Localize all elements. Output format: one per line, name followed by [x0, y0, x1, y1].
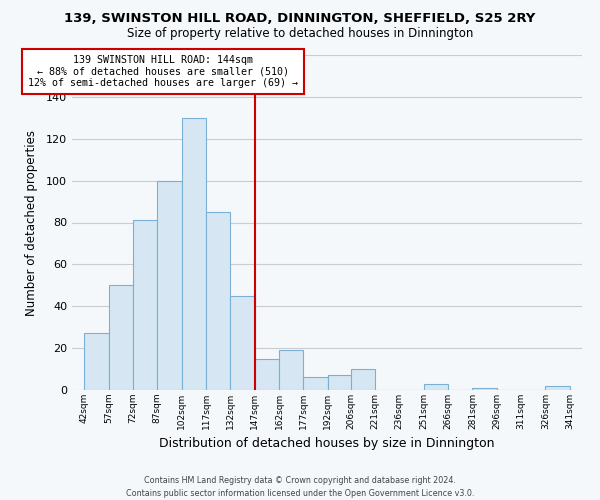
Bar	[255, 358, 279, 390]
Bar	[472, 388, 497, 390]
Bar	[350, 369, 375, 390]
Text: Contains HM Land Registry data © Crown copyright and database right 2024.
Contai: Contains HM Land Registry data © Crown c…	[126, 476, 474, 498]
Bar	[279, 350, 304, 390]
Bar	[206, 212, 230, 390]
Bar	[230, 296, 255, 390]
Text: 139 SWINSTON HILL ROAD: 144sqm
← 88% of detached houses are smaller (510)
12% of: 139 SWINSTON HILL ROAD: 144sqm ← 88% of …	[28, 55, 298, 88]
Bar	[133, 220, 157, 390]
Y-axis label: Number of detached properties: Number of detached properties	[25, 130, 38, 316]
Bar	[304, 378, 328, 390]
X-axis label: Distribution of detached houses by size in Dinnington: Distribution of detached houses by size …	[159, 438, 495, 450]
Text: Size of property relative to detached houses in Dinnington: Size of property relative to detached ho…	[127, 28, 473, 40]
Bar	[182, 118, 206, 390]
Text: 139, SWINSTON HILL ROAD, DINNINGTON, SHEFFIELD, S25 2RY: 139, SWINSTON HILL ROAD, DINNINGTON, SHE…	[64, 12, 536, 26]
Bar	[109, 286, 133, 390]
Bar	[328, 376, 352, 390]
Bar	[424, 384, 448, 390]
Bar	[545, 386, 570, 390]
Bar	[157, 180, 182, 390]
Bar	[84, 334, 109, 390]
